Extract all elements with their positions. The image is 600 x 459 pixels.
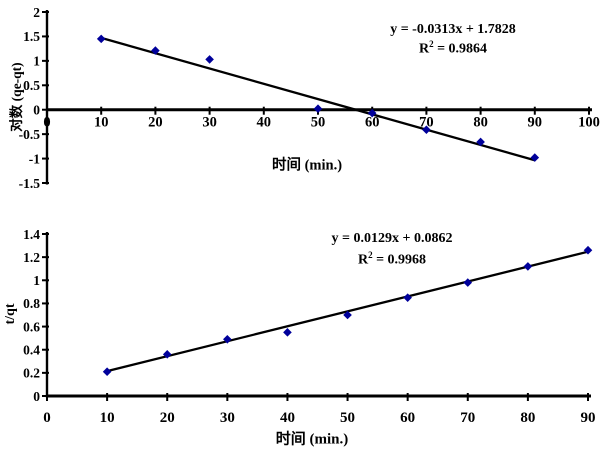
x-tick-label: 20 <box>160 410 175 426</box>
data-point <box>283 328 292 337</box>
x-tick-label: 20 <box>148 115 163 131</box>
bottom-chart-y-axis-title: t/qt <box>3 303 18 325</box>
x-tick-label: 100 <box>578 115 600 131</box>
y-tick-label: 1.5 <box>23 29 40 44</box>
x-tick-label: 0 <box>43 115 50 131</box>
x-tick-label: 90 <box>528 115 543 131</box>
y-tick-label: 0.6 <box>23 319 40 334</box>
data-point <box>530 153 540 162</box>
data-point <box>583 245 593 255</box>
y-tick-label: 0 <box>33 103 40 118</box>
data-point <box>151 46 160 55</box>
top-chart-plot-area: 0 10 20 30 40 50 60 70 80 90 10021.510.50-0.5-1-1.… <box>19 5 600 191</box>
r-squared-exponent: 2 <box>429 39 434 49</box>
data-point <box>313 104 323 114</box>
x-tick-label: 30 <box>220 410 235 426</box>
y-tick-label: 1.2 <box>23 250 40 265</box>
top-chart-y-axis-title: 对数 (qe-qt) <box>9 62 24 132</box>
top-chart-annotation: y = -0.0313x + 1.7828 R2 = 0.9864 <box>390 22 516 57</box>
bottom-chart-plot-area: 0 10 20 30 40 50 60 70 80 90 0 0.2 0.4 0.6 0.8 1 1.2 1.4 <box>23 227 595 426</box>
data-point <box>463 278 473 287</box>
x-tick-label: 0 <box>43 410 51 426</box>
r-squared-value: = 0.9968 <box>372 252 427 268</box>
y-tick-label: -1.5 <box>19 176 41 191</box>
data-point <box>476 137 485 147</box>
y-tick-label: 1.4 <box>23 227 40 242</box>
data-point <box>223 335 232 344</box>
x-tick-label: 60 <box>365 115 380 131</box>
x-tick-label: 10 <box>94 115 109 131</box>
r-squared-base: R <box>357 252 369 268</box>
y-tick-label: 0.2 <box>23 366 40 381</box>
data-point <box>162 350 172 359</box>
data-point <box>367 108 377 118</box>
y-tick-label: 0.8 <box>23 296 40 311</box>
top-chart-x-axis-title: 时间 (min.) <box>271 157 343 174</box>
x-tick-label: 50 <box>311 115 326 131</box>
data-point <box>523 262 533 271</box>
x-tick-label: 70 <box>419 115 434 131</box>
x-tick-label: 80 <box>520 410 535 426</box>
y-tick-label: 2 <box>33 5 40 20</box>
bottom-chart-x-axis-title: 时间 (min.) <box>275 431 349 448</box>
data-point <box>96 34 106 44</box>
data-point <box>205 55 214 64</box>
x-tick-label: 60 <box>400 410 415 426</box>
r-squared-exponent: 2 <box>368 250 373 260</box>
data-point <box>102 367 112 376</box>
bottom-chart-r-squared: R2 = 0.9968 <box>332 247 453 269</box>
y-tick-label: 1 <box>33 54 40 69</box>
y-tick-label: 0.4 <box>23 343 40 358</box>
top-chart-equation: y = -0.0313x + 1.7828 <box>390 22 516 37</box>
y-tick-label: 0.5 <box>23 78 40 93</box>
top-chart-r-squared: R2 = 0.9864 <box>390 37 516 57</box>
r-squared-value: = 0.9864 <box>433 41 488 57</box>
bottom-chart-equation: y = 0.0129x + 0.0862 <box>331 231 453 246</box>
x-tick-label: 30 <box>202 115 217 131</box>
x-tick-label: 50 <box>340 410 355 426</box>
y-tick-label: 1 <box>33 273 40 288</box>
y-tick-label: -0.5 <box>19 127 41 142</box>
x-tick-label: 70 <box>460 410 475 426</box>
x-tick-label: 40 <box>257 115 272 131</box>
x-tick-label: 10 <box>100 410 115 426</box>
data-point <box>422 125 431 135</box>
data-point <box>403 293 412 302</box>
x-tick-label: 80 <box>473 115 488 131</box>
x-tick-label: 40 <box>280 410 295 426</box>
data-point <box>343 310 352 320</box>
r-squared-base: R <box>418 41 430 57</box>
bottom-chart-annotation: y = 0.0129x + 0.0862 R2 = 0.9968 <box>332 231 453 269</box>
y-tick-label: -1 <box>29 151 40 166</box>
trend-line <box>100 36 536 162</box>
x-tick-label: 90 <box>581 410 596 426</box>
y-tick-label: 0 <box>33 389 40 404</box>
